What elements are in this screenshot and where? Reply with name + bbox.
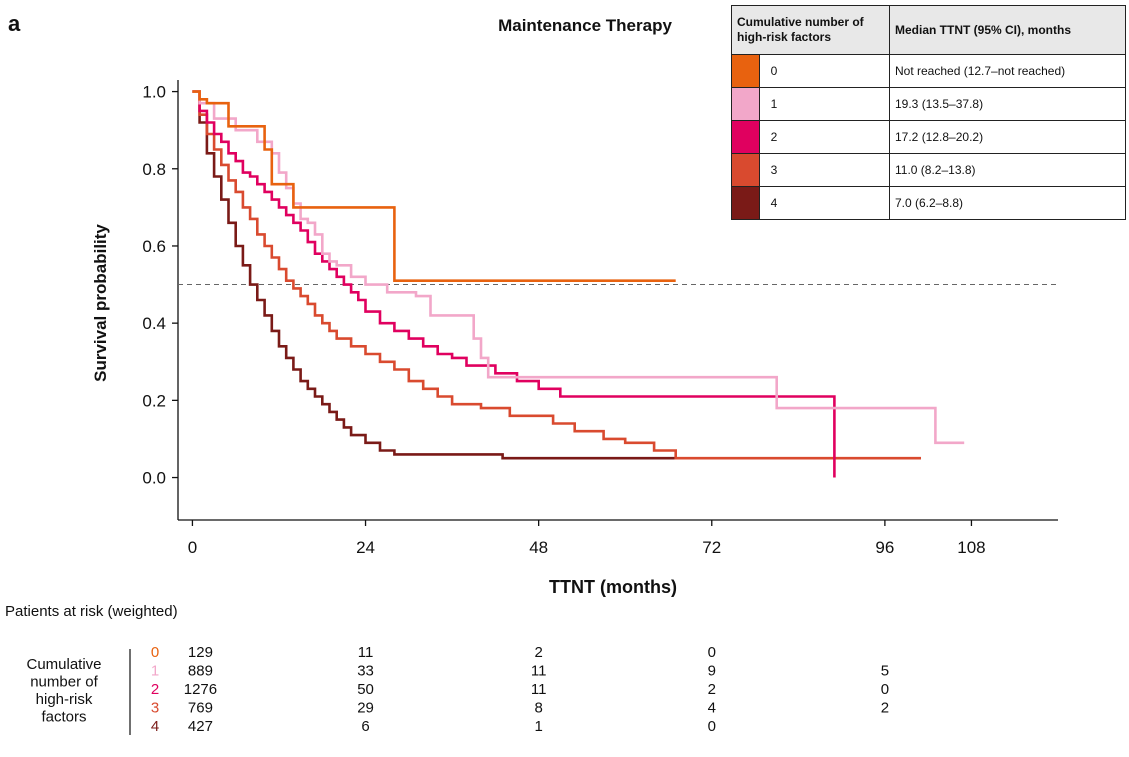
at-risk-value: 2	[881, 700, 889, 717]
legend-level: 2	[758, 120, 891, 154]
at-risk-group-label: Cumulative	[26, 656, 101, 673]
at-risk-level: 2	[151, 681, 159, 698]
legend-level: 4	[758, 186, 891, 220]
legend-row: 4 7.0 (6.2–8.8)	[731, 186, 1126, 220]
survival-curve-0	[192, 90, 676, 282]
at-risk-level: 1	[151, 663, 159, 680]
x-axis-label: TTNT (months)	[549, 577, 677, 597]
at-risk-level: 0	[151, 644, 159, 661]
legend-header-median: Median TTNT (95% CI), months	[889, 5, 1126, 55]
legend-level: 3	[758, 153, 891, 187]
at-risk-value: 8	[534, 700, 542, 717]
y-tick-label: 0.6	[142, 237, 166, 256]
legend-header-factors: Cumulative number of high-risk factors	[731, 5, 890, 55]
at-risk-value: 9	[708, 663, 716, 680]
at-risk-value: 2	[708, 681, 716, 698]
legend-median: 7.0 (6.2–8.8)	[889, 186, 1126, 220]
at-risk-value: 889	[188, 663, 213, 680]
survival-curve-1	[192, 90, 965, 445]
survival-curve-3	[192, 90, 921, 460]
x-tick-label: 72	[702, 538, 721, 557]
y-tick-label: 1.0	[142, 83, 166, 102]
x-tick-label: 108	[957, 538, 985, 557]
legend-swatch	[731, 120, 760, 154]
panel-label: a	[8, 11, 21, 36]
at-risk-value: 50	[357, 681, 374, 698]
legend-swatch	[731, 87, 760, 121]
survival-curve-4	[192, 90, 676, 460]
at-risk-value: 0	[708, 644, 716, 661]
at-risk-value: 769	[188, 700, 213, 717]
at-risk-value: 6	[361, 718, 369, 735]
x-tick-label: 48	[529, 538, 548, 557]
y-axis-label: Survival probability	[91, 224, 110, 382]
at-risk-level: 3	[151, 700, 159, 717]
at-risk-group-label: number of	[30, 674, 98, 691]
survival-curve-2	[192, 90, 836, 478]
at-risk-value: 0	[708, 718, 716, 735]
at-risk-value: 2	[534, 644, 542, 661]
chart-title: Maintenance Therapy	[498, 16, 672, 35]
legend-row: 3 11.0 (8.2–13.8)	[731, 153, 1126, 187]
legend-row: 2 17.2 (12.8–20.2)	[731, 120, 1126, 154]
legend-table-header: Cumulative number of high-risk factors M…	[731, 5, 1126, 55]
x-tick-label: 96	[875, 538, 894, 557]
legend-level: 1	[758, 87, 891, 121]
at-risk-level: 4	[151, 718, 159, 735]
at-risk-value: 11	[531, 681, 547, 698]
at-risk-group-label: factors	[41, 709, 86, 726]
legend-row: 0 Not reached (12.7–not reached)	[731, 54, 1126, 88]
at-risk-value: 427	[188, 718, 213, 735]
at-risk-title: Patients at risk (weighted)	[5, 603, 178, 620]
legend-median: 19.3 (13.5–37.8)	[889, 87, 1126, 121]
median-ttnt-legend-table: Cumulative number of high-risk factors M…	[731, 5, 1126, 220]
legend-median: 17.2 (12.8–20.2)	[889, 120, 1126, 154]
at-risk-value: 1	[534, 718, 542, 735]
y-tick-label: 0.0	[142, 469, 166, 488]
x-tick-label: 0	[188, 538, 197, 557]
legend-row: 1 19.3 (13.5–37.8)	[731, 87, 1126, 121]
at-risk-value: 5	[881, 663, 889, 680]
legend-median: 11.0 (8.2–13.8)	[889, 153, 1126, 187]
at-risk-value: 129	[188, 644, 213, 661]
legend-swatch	[731, 186, 760, 220]
at-risk-value: 33	[357, 663, 374, 680]
at-risk-value: 1276	[184, 681, 217, 698]
at-risk-value: 4	[708, 700, 716, 717]
at-risk-value: 29	[357, 700, 374, 717]
survival-curves	[192, 90, 965, 478]
at-risk-value: 0	[881, 681, 889, 698]
at-risk-value: 11	[358, 644, 374, 661]
at-risk-value: 11	[531, 663, 547, 680]
y-tick-label: 0.2	[142, 391, 166, 410]
legend-median: Not reached (12.7–not reached)	[889, 54, 1126, 88]
at-risk-table: Patients at risk (weighted) Cumulativenum…	[5, 603, 889, 735]
y-tick-label: 0.8	[142, 160, 166, 179]
legend-level: 0	[758, 54, 891, 88]
axes: 0.00.20.40.60.81.00 24 48 72 96 108	[142, 80, 1058, 557]
at-risk-group-label: high-risk	[36, 691, 93, 708]
legend-swatch	[731, 153, 760, 187]
x-tick-label: 24	[356, 538, 375, 557]
legend-swatch	[731, 54, 760, 88]
y-tick-label: 0.4	[142, 314, 166, 333]
